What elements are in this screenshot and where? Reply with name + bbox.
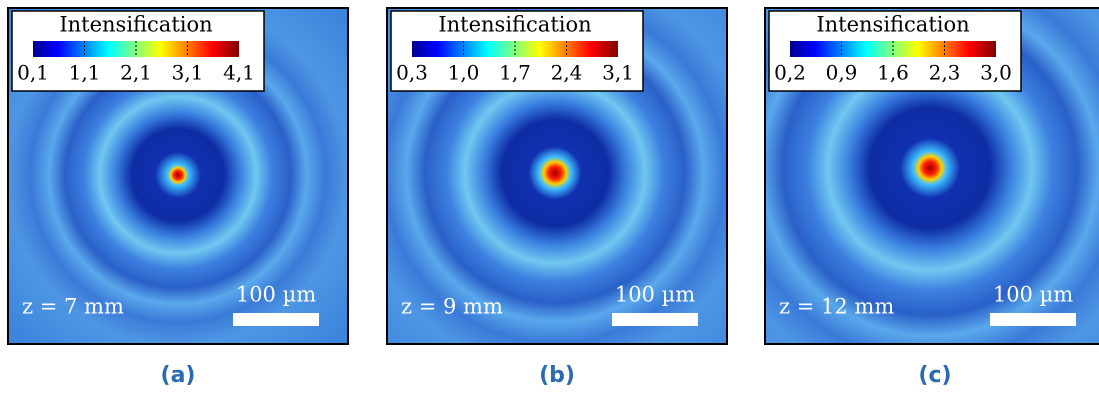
colorbar-tick-label: 1,6 [877,61,909,85]
colorbar-tick-label: 4,1 [223,61,255,85]
colorbar-tick-label: 2,1 [120,61,152,85]
colorbar-tick-label: 0,9 [826,61,858,85]
scale-bar [990,313,1076,326]
scale-bar [612,313,698,326]
colorbar-tick-label: 0,2 [774,61,806,85]
caption: (b) [539,363,575,388]
scale-label: 100 µm [615,283,695,307]
scale-label: 100 µm [993,283,1073,307]
colorbar-tick-label: 1,1 [69,61,101,85]
colorbar-title: Intensification [816,13,969,37]
caption: (a) [161,363,196,388]
colorbar-tick-label: 2,4 [551,61,583,85]
panel: Intensification 0,2 0,9 1,6 2,3 3,0 z = 12 mm 1… [764,7,1099,345]
colorbar-tick-label: 3,1 [602,61,634,85]
colorbar-title: Intensification [59,13,212,37]
z-label: z = 9 mm [401,295,503,319]
caption: (c) [918,363,951,388]
colorbar-tick-label: 1,0 [448,61,480,85]
z-label: z = 12 mm [779,295,894,319]
scale-bar [233,313,319,326]
colorbar-tick-label: 0,3 [396,61,428,85]
colorbar-tick-label: 1,7 [499,61,531,85]
colorbar-tick-label: 0,1 [17,61,49,85]
z-label: z = 7 mm [22,295,124,319]
colorbar-tick-label: 3,0 [980,61,1012,85]
scale-label: 100 µm [236,283,316,307]
panel: Intensification 0,3 1,0 1,7 2,4 3,1 z = 9 mm 10… [386,7,728,345]
colorbar-title: Intensification [438,13,591,37]
colorbar-tick-label: 3,1 [172,61,204,85]
colorbar-tick-label: 2,3 [929,61,961,85]
panel: Intensification 0,1 1,1 2,1 3,1 4,1 z = 7 mm 10… [7,7,349,345]
